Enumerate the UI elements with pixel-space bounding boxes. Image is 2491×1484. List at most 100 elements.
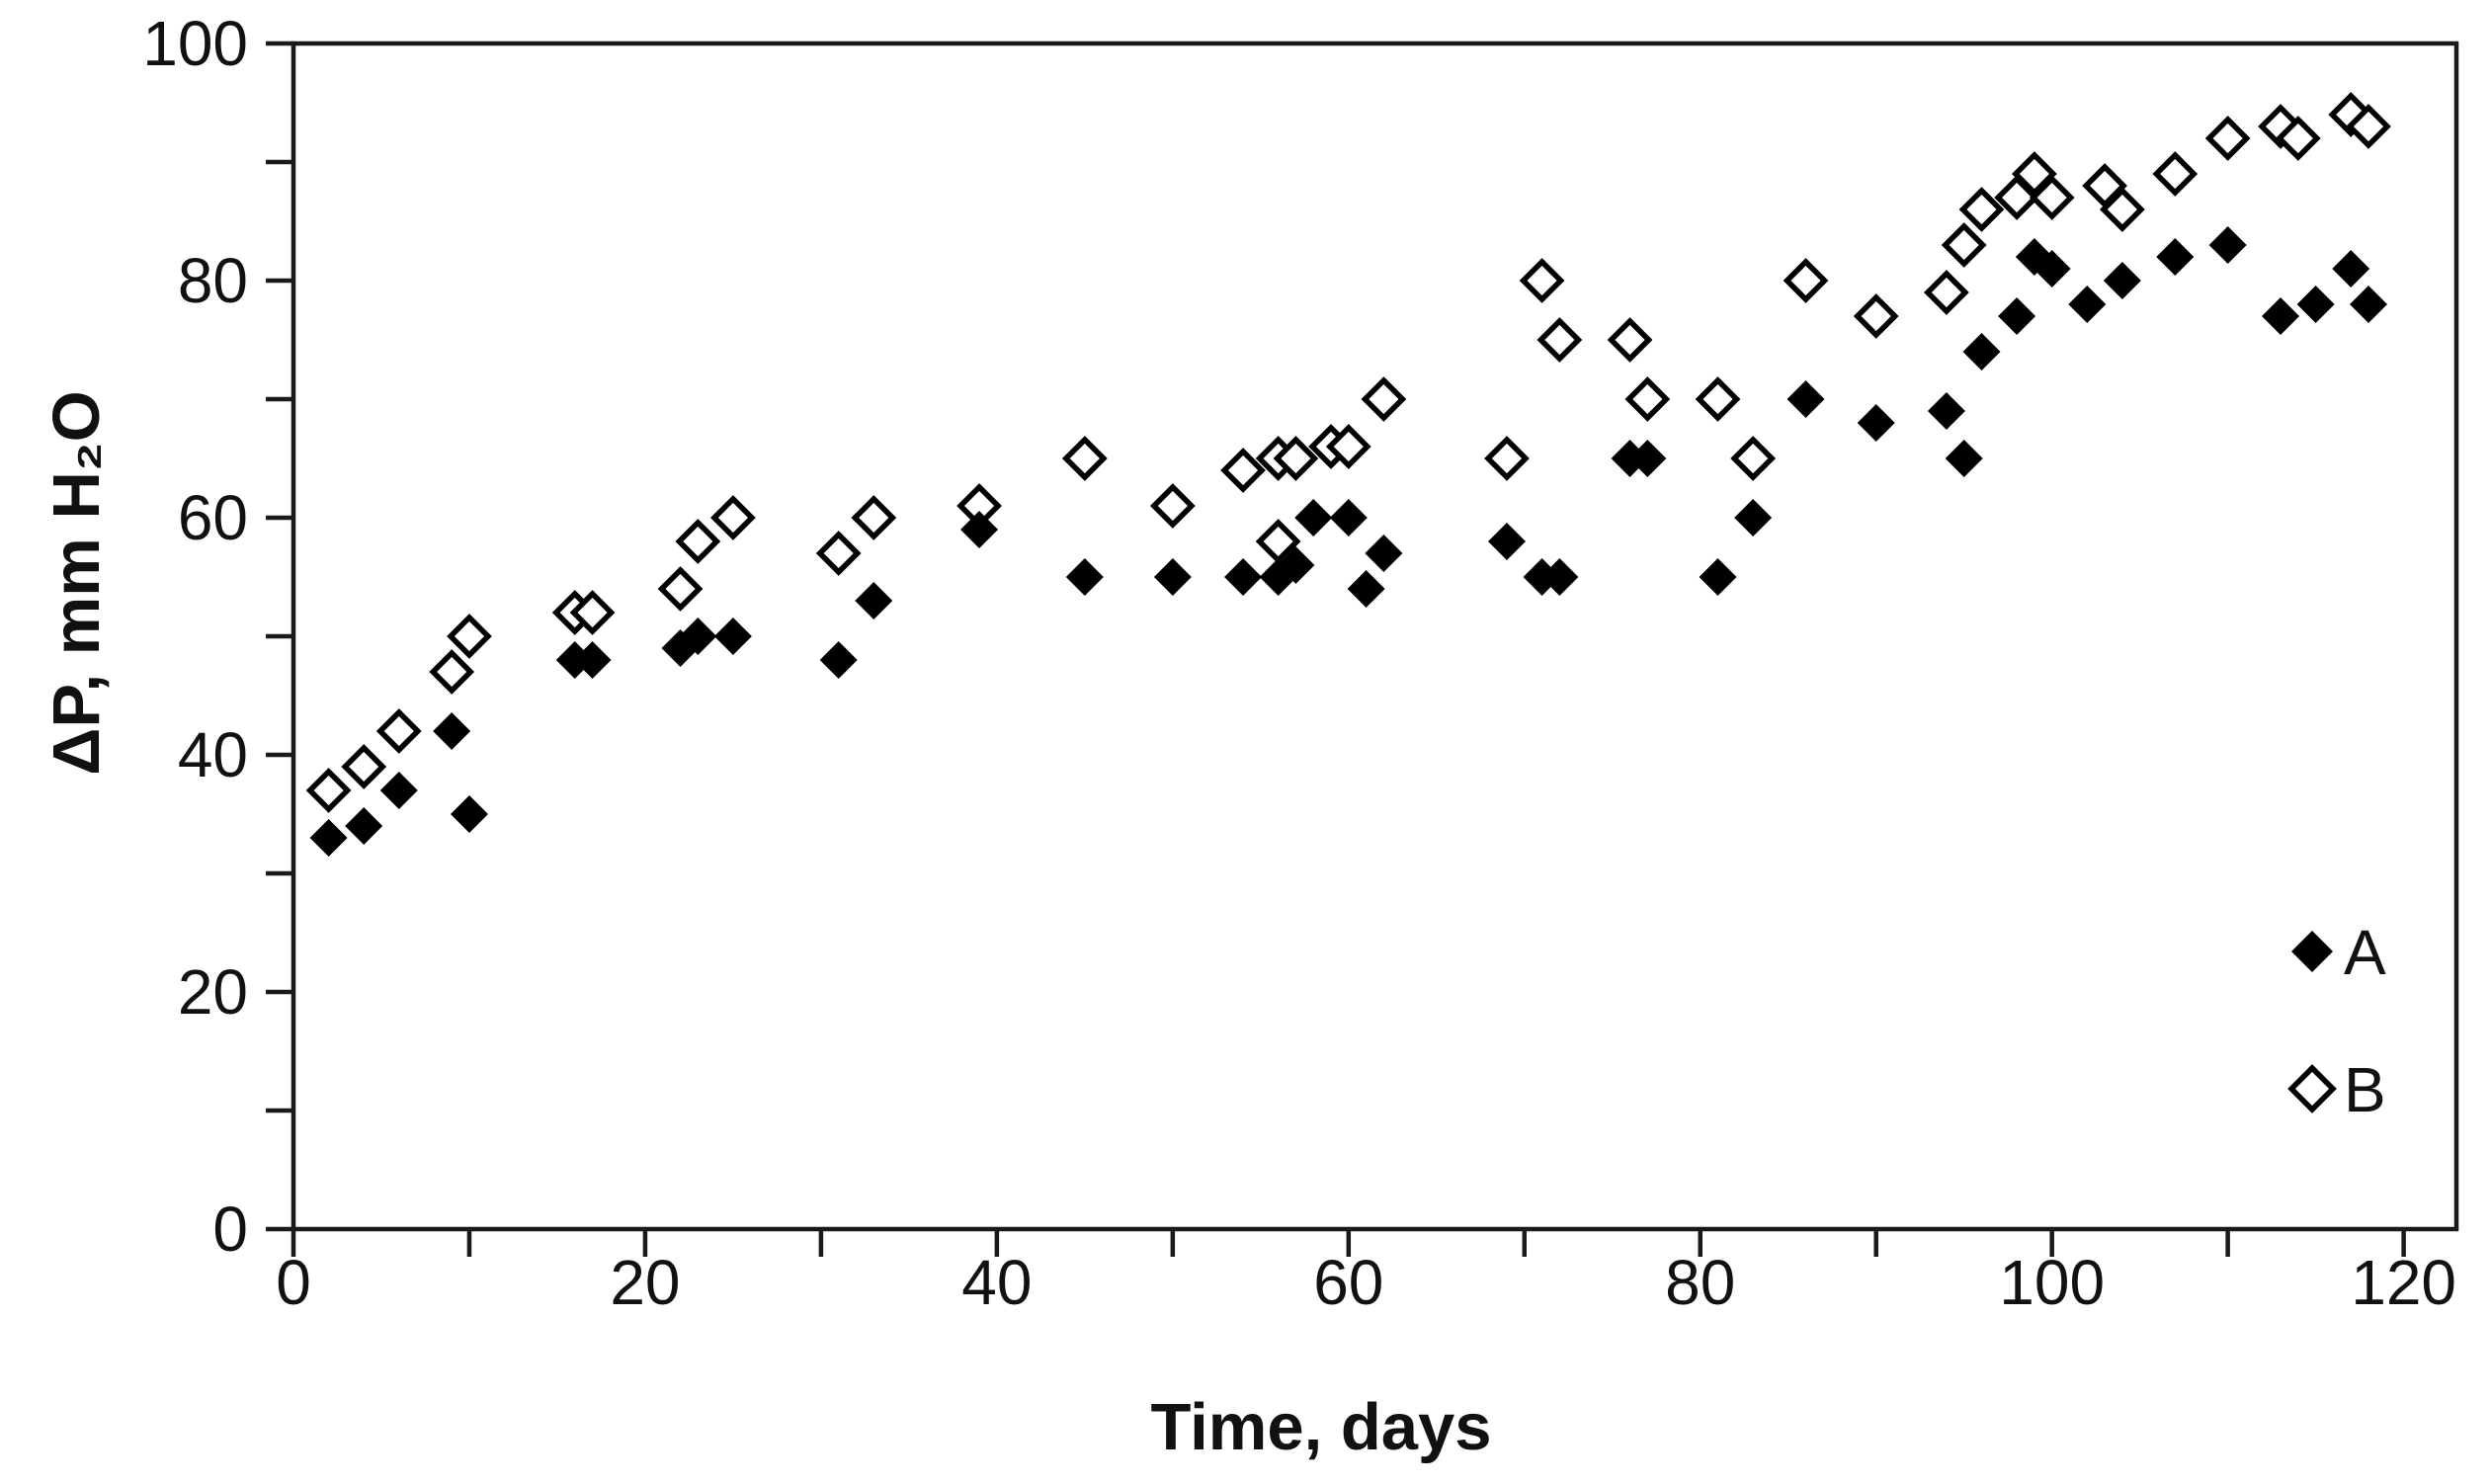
data-point-A xyxy=(713,618,752,655)
data-point-A xyxy=(379,772,418,809)
data-point-A xyxy=(2156,238,2195,276)
data-point-A xyxy=(1927,392,1965,430)
data-point-A xyxy=(1329,499,1368,536)
data-point-A xyxy=(1065,558,1104,596)
data-point-B xyxy=(1783,258,1829,303)
data-point-B xyxy=(375,708,422,754)
data-point-A xyxy=(1628,440,1667,477)
data-point-B xyxy=(1519,258,1565,303)
data-point-B xyxy=(675,519,721,564)
data-point-A xyxy=(819,641,858,679)
data-point-A xyxy=(345,807,383,845)
y-tick-label: 100 xyxy=(142,8,248,79)
y-tick-label: 60 xyxy=(178,482,248,553)
data-point-B xyxy=(2346,104,2391,149)
axis-tick-labels: 0 20 40 60 80 100 120 0 20 40 60 80 100 xyxy=(142,8,2456,1318)
data-point-A xyxy=(1540,558,1579,596)
data-point-A xyxy=(2350,286,2388,323)
y-tick-label: 80 xyxy=(178,245,248,316)
axis-ticks xyxy=(266,41,2406,1257)
data-point-B xyxy=(2204,116,2251,161)
data-point-A xyxy=(1962,333,2001,371)
data-point-A xyxy=(1734,499,1773,536)
data-point-B xyxy=(2152,151,2199,197)
data-point-B xyxy=(429,649,475,695)
data-point-B xyxy=(1536,317,1583,363)
data-point-B xyxy=(1853,293,1899,339)
x-tick-label: 0 xyxy=(276,1247,311,1318)
data-point-B xyxy=(2099,187,2145,232)
data-point-A xyxy=(2033,250,2071,288)
data-point-A xyxy=(855,582,893,619)
legend-marker-a xyxy=(2291,931,2333,972)
data-point-B xyxy=(2275,116,2321,161)
x-tick-label: 20 xyxy=(610,1247,680,1318)
data-point-B xyxy=(341,744,387,789)
legend: A B xyxy=(2287,917,2386,1125)
y-tick-label: 40 xyxy=(178,719,248,790)
data-point-A xyxy=(2262,297,2300,335)
data-point-A xyxy=(1786,380,1825,418)
data-point-B xyxy=(710,495,756,540)
data-point-A xyxy=(450,795,488,833)
data-point-B xyxy=(1695,376,1741,422)
data-point-A xyxy=(1857,404,1895,442)
data-point-A xyxy=(433,712,471,750)
x-tick-label: 120 xyxy=(2351,1247,2456,1318)
data-point-A xyxy=(1945,440,1983,477)
data-point-B xyxy=(1220,448,1266,493)
legend-label-a: A xyxy=(2344,917,2386,988)
data-point-A xyxy=(2208,226,2247,264)
data-point-A xyxy=(2296,286,2335,323)
data-point-B xyxy=(1361,376,1407,422)
data-point-A xyxy=(309,819,348,857)
data-point-A xyxy=(1998,297,2036,335)
y-axis-title: ΔP, mm H₂O xyxy=(40,390,114,775)
y-tick-label: 0 xyxy=(212,1194,248,1265)
x-tick-label: 40 xyxy=(961,1247,1032,1318)
y-tick-label: 20 xyxy=(178,956,248,1028)
x-tick-label: 100 xyxy=(1999,1247,2105,1318)
data-point-A xyxy=(1153,558,1192,596)
data-point-B xyxy=(1149,483,1196,529)
data-point-B xyxy=(2328,92,2374,137)
data-point-A xyxy=(1699,558,1737,596)
data-point-A xyxy=(960,511,999,548)
x-tick-label: 80 xyxy=(1665,1247,1735,1318)
data-point-A xyxy=(1365,535,1403,572)
data-point-A xyxy=(2068,286,2107,323)
data-point-A xyxy=(1487,523,1526,560)
data-point-A xyxy=(1294,499,1333,536)
data-point-B xyxy=(1484,436,1530,481)
x-tick-label: 60 xyxy=(1313,1247,1383,1318)
legend-marker-b xyxy=(2287,1064,2337,1113)
data-point-B xyxy=(1607,317,1653,363)
data-point-B xyxy=(1273,436,1319,481)
data-point-A xyxy=(1277,546,1315,584)
data-point-B xyxy=(1325,424,1371,469)
data-point-A xyxy=(2103,262,2141,299)
data-point-B xyxy=(2029,175,2075,220)
data-point-A xyxy=(1224,558,1263,596)
data-points xyxy=(305,92,2391,857)
data-point-B xyxy=(1061,436,1108,481)
data-point-A xyxy=(573,641,612,679)
data-point-B xyxy=(657,566,704,612)
data-point-B xyxy=(1924,270,1969,315)
data-point-B xyxy=(305,768,352,813)
data-point-B xyxy=(569,590,616,635)
data-point-A xyxy=(679,618,717,655)
data-point-A xyxy=(1347,570,1385,608)
data-point-B xyxy=(1730,436,1777,481)
data-point-B xyxy=(1958,187,2005,232)
data-point-B xyxy=(1941,222,1987,268)
data-point-B xyxy=(447,614,492,659)
data-point-A xyxy=(2332,250,2370,288)
data-point-B xyxy=(815,531,862,576)
legend-label-b: B xyxy=(2344,1054,2386,1125)
data-point-B xyxy=(1624,376,1671,422)
x-axis-title: Time, days xyxy=(1150,1390,1491,1464)
